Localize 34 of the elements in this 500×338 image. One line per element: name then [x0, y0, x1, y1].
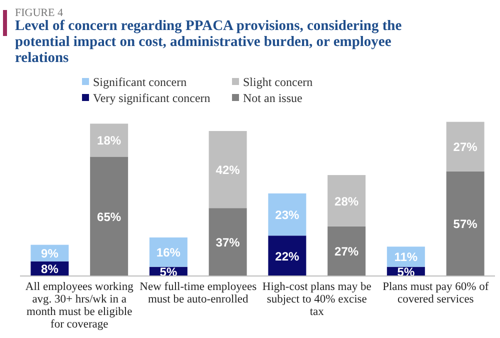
data-label: 57% [453, 217, 478, 232]
data-label: 11% [394, 250, 418, 264]
chart-subtitle: FIGURE 4 [15, 7, 64, 19]
x-tick-label: High-cost plans may be subject to 40% excise tax [262, 281, 372, 318]
data-label: 8% [41, 262, 59, 276]
legend-label: Slight concern [243, 75, 313, 89]
data-label: 23% [275, 208, 300, 222]
data-label: 28% [334, 194, 359, 208]
bar [268, 193, 306, 236]
bar [90, 156, 128, 276]
chart-title: Level of concern regarding PPACA provisions, considering the potential impact on cost, administrative burden, or employee relations [15, 18, 402, 66]
x-tick-label: All employees working avg. 30+ hrs/wk in a month must be eligible for coverage [25, 281, 134, 330]
bar [90, 124, 128, 157]
data-label: 42% [216, 163, 240, 178]
x-tick-label: Plans must pay 60% of covered services [382, 281, 489, 306]
bar [208, 131, 247, 208]
bar [446, 122, 484, 172]
data-label: 18% [97, 134, 122, 148]
data-label: 27% [334, 244, 359, 259]
bar [328, 175, 366, 226]
data-label: 22% [275, 249, 300, 264]
x-tick-label: New full-time employees must be auto-enrolled [140, 281, 258, 306]
data-label: 27% [453, 140, 478, 154]
legend-label: Very significant concern [93, 91, 210, 105]
data-label: 65% [97, 210, 122, 224]
data-label: 37% [216, 236, 240, 250]
bar [208, 208, 247, 276]
legend-label: Not an issue [243, 91, 302, 105]
bar [446, 171, 484, 276]
data-label: 9% [41, 246, 59, 261]
legend-label: Significant concern [93, 75, 187, 89]
data-label: 16% [156, 246, 181, 260]
bar [268, 236, 306, 276]
bar [328, 226, 366, 276]
